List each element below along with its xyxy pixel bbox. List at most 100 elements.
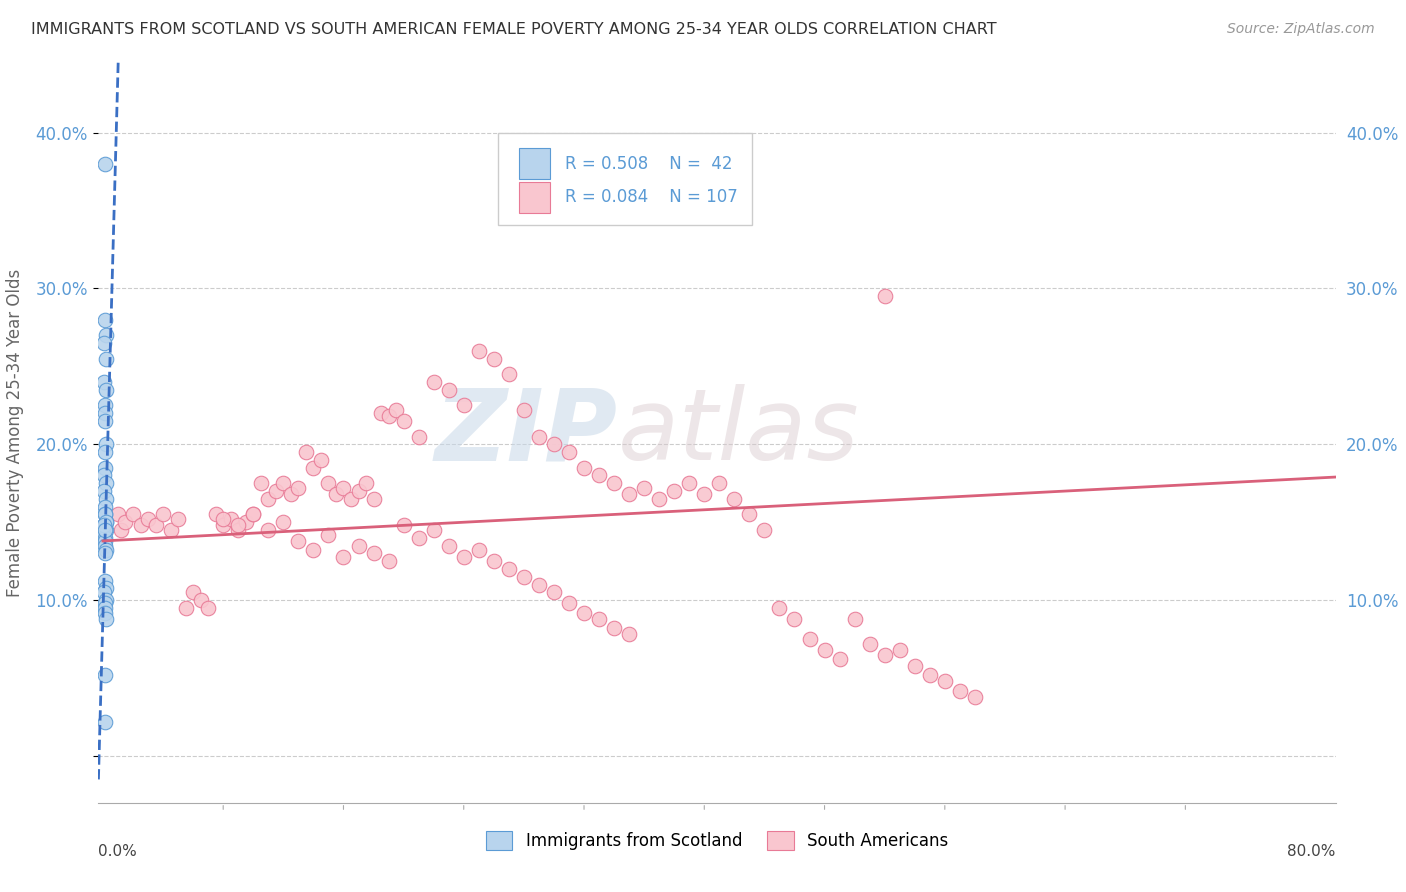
Point (94, 523, 117, 537)
Point (385, 403, 408, 417)
Point (93, 585, 115, 599)
Point (129, 518, 152, 533)
Point (94, 437, 117, 451)
Point (94, 515, 117, 529)
Point (197, 601, 219, 615)
Point (363, 546, 385, 560)
Point (813, 643, 835, 657)
Point (280, 487, 302, 501)
Point (844, 612, 866, 626)
Point (873, 648, 896, 662)
Point (219, 512, 242, 526)
Point (633, 481, 655, 495)
Point (783, 612, 806, 626)
Point (93, 336, 115, 351)
Point (181, 585, 204, 599)
Text: 80.0%: 80.0% (1288, 844, 1336, 858)
Point (453, 549, 475, 564)
Point (408, 429, 430, 443)
Point (934, 674, 956, 689)
Point (949, 683, 972, 698)
Point (572, 606, 595, 620)
Point (167, 512, 190, 526)
Point (588, 468, 610, 483)
Point (114, 515, 136, 529)
Point (723, 491, 745, 506)
Point (738, 508, 761, 522)
Point (558, 445, 581, 459)
Point (904, 658, 927, 673)
FancyBboxPatch shape (498, 133, 752, 226)
Point (543, 437, 565, 451)
Point (859, 637, 882, 651)
Point (107, 508, 129, 522)
Bar (519, 182, 550, 212)
Point (340, 491, 363, 506)
Point (828, 652, 851, 666)
Point (873, 289, 896, 303)
Point (482, 351, 505, 366)
Point (918, 668, 941, 682)
Point (93, 606, 115, 620)
Text: R = 0.508    N =  42: R = 0.508 N = 42 (565, 155, 733, 173)
Text: IMMIGRANTS FROM SCOTLAND VS SOUTH AMERICAN FEMALE POVERTY AMONG 25-34 YEAR OLDS : IMMIGRANTS FROM SCOTLAND VS SOUTH AMERIC… (31, 22, 997, 37)
Text: atlas: atlas (619, 384, 859, 481)
Point (325, 487, 347, 501)
Point (94, 445, 117, 459)
Point (94, 351, 117, 366)
Point (648, 491, 671, 506)
Point (93, 375, 115, 389)
Bar (519, 148, 550, 179)
Point (93, 527, 115, 541)
Point (603, 476, 626, 491)
Point (768, 601, 790, 615)
Point (93, 468, 115, 483)
Point (332, 481, 354, 495)
Point (318, 527, 340, 541)
Point (273, 476, 295, 491)
Point (693, 487, 716, 501)
Point (347, 484, 370, 499)
Point (94, 601, 117, 615)
Point (377, 409, 399, 424)
Point (96, 383, 118, 397)
Point (799, 632, 821, 647)
Point (93, 414, 115, 428)
Point (527, 577, 550, 591)
Point (94, 612, 117, 626)
Point (93, 574, 115, 589)
Point (273, 515, 295, 529)
Point (226, 518, 249, 533)
Point (543, 585, 565, 599)
Point (889, 643, 911, 657)
Point (309, 453, 332, 467)
Point (94, 500, 117, 514)
Point (678, 476, 700, 491)
Point (145, 518, 167, 533)
Point (963, 690, 986, 704)
Point (558, 596, 581, 610)
Point (94, 476, 117, 491)
Point (94, 515, 117, 529)
Point (572, 460, 595, 475)
Point (347, 539, 370, 553)
Point (94, 406, 117, 420)
Point (242, 508, 264, 522)
Point (422, 375, 444, 389)
Point (603, 621, 626, 635)
Point (754, 523, 776, 537)
Point (136, 512, 159, 526)
Point (498, 367, 520, 381)
Point (226, 523, 249, 537)
Point (664, 484, 686, 499)
Point (453, 398, 475, 412)
Point (242, 508, 264, 522)
Point (174, 601, 197, 615)
Point (287, 481, 309, 495)
Text: R = 0.084    N = 107: R = 0.084 N = 107 (565, 188, 738, 206)
Point (709, 476, 731, 491)
Point (94, 328, 117, 343)
Point (422, 523, 444, 537)
Point (152, 508, 174, 522)
Point (93, 508, 115, 522)
